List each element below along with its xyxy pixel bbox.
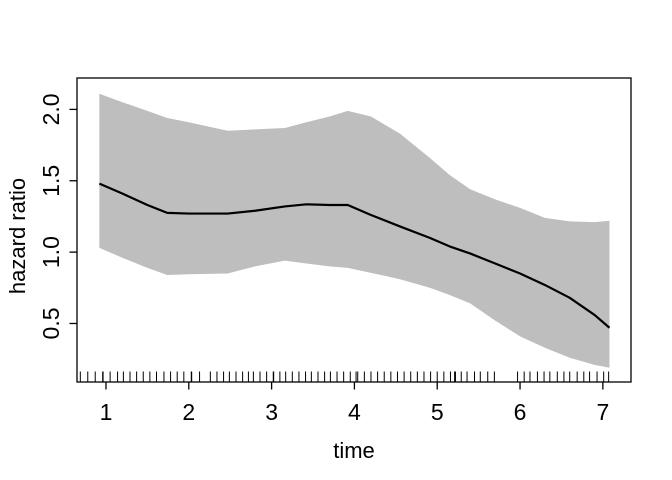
y-axis-title: hazard ratio <box>5 178 30 294</box>
y-axis: 0.5 1.0 1.5 2.0 <box>38 93 77 339</box>
y-tick-label: 2.0 <box>38 93 64 125</box>
x-tick-label: 5 <box>431 399 444 425</box>
x-tick-label: 6 <box>514 399 527 425</box>
x-tick-label: 3 <box>265 399 278 425</box>
x-tick-label: 2 <box>182 399 195 425</box>
x-axis-title: time <box>333 438 375 463</box>
y-tick-label: 0.5 <box>38 307 64 339</box>
x-tick-label: 4 <box>348 399 361 425</box>
confidence-band <box>99 93 610 368</box>
hazard-ratio-curve <box>98 182 611 329</box>
y-tick-label: 1.5 <box>38 165 64 197</box>
rug-marks <box>79 371 610 382</box>
y-tick-label: 1.0 <box>38 236 64 268</box>
x-axis: 1 2 3 4 5 6 7 <box>100 382 609 425</box>
x-tick-label: 1 <box>100 399 113 425</box>
x-tick-label: 7 <box>596 399 609 425</box>
